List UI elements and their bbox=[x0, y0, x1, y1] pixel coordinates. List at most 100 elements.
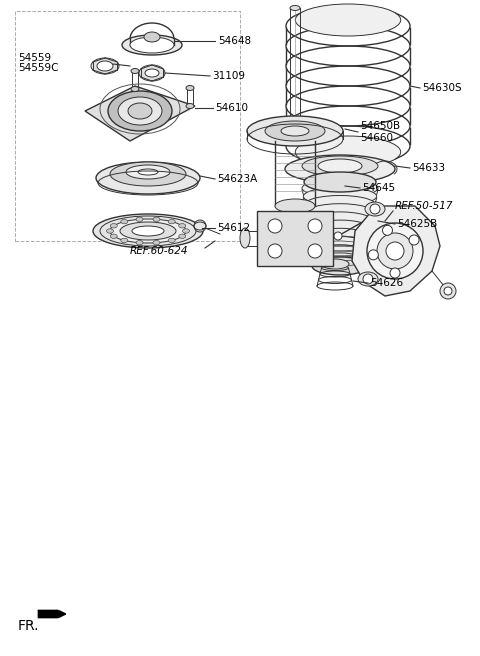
Ellipse shape bbox=[358, 272, 378, 286]
Ellipse shape bbox=[370, 209, 383, 219]
Ellipse shape bbox=[138, 169, 158, 175]
Ellipse shape bbox=[182, 229, 190, 233]
Ellipse shape bbox=[302, 156, 378, 176]
Ellipse shape bbox=[285, 155, 395, 183]
Polygon shape bbox=[352, 206, 440, 296]
Ellipse shape bbox=[310, 228, 370, 246]
Ellipse shape bbox=[107, 229, 113, 233]
Ellipse shape bbox=[186, 104, 194, 108]
Ellipse shape bbox=[305, 195, 375, 213]
Ellipse shape bbox=[130, 37, 174, 53]
Text: 54610: 54610 bbox=[215, 103, 248, 113]
Circle shape bbox=[386, 242, 404, 260]
Ellipse shape bbox=[247, 116, 343, 146]
Ellipse shape bbox=[153, 217, 160, 222]
Ellipse shape bbox=[295, 136, 401, 168]
Ellipse shape bbox=[303, 188, 377, 205]
Circle shape bbox=[367, 223, 423, 279]
Circle shape bbox=[268, 219, 282, 233]
Ellipse shape bbox=[121, 238, 128, 243]
Circle shape bbox=[308, 244, 322, 258]
Text: 54633: 54633 bbox=[412, 163, 445, 173]
Ellipse shape bbox=[153, 241, 160, 245]
Ellipse shape bbox=[144, 32, 160, 42]
Circle shape bbox=[194, 220, 206, 232]
Ellipse shape bbox=[108, 91, 172, 131]
Ellipse shape bbox=[131, 87, 139, 91]
Ellipse shape bbox=[126, 165, 170, 179]
Text: 54559C: 54559C bbox=[18, 63, 59, 73]
Ellipse shape bbox=[97, 61, 113, 71]
Circle shape bbox=[370, 204, 380, 214]
Ellipse shape bbox=[179, 234, 186, 238]
Text: 54559: 54559 bbox=[18, 53, 51, 63]
Ellipse shape bbox=[168, 238, 175, 243]
Ellipse shape bbox=[265, 121, 325, 141]
Ellipse shape bbox=[132, 226, 164, 236]
Circle shape bbox=[308, 219, 322, 233]
Ellipse shape bbox=[145, 69, 159, 77]
Text: REF.60-624: REF.60-624 bbox=[130, 246, 189, 256]
Ellipse shape bbox=[314, 253, 366, 271]
Text: 54626: 54626 bbox=[370, 278, 403, 288]
Text: 54625B: 54625B bbox=[397, 219, 437, 229]
Ellipse shape bbox=[120, 222, 176, 240]
Ellipse shape bbox=[312, 245, 367, 262]
Circle shape bbox=[334, 232, 342, 240]
Ellipse shape bbox=[318, 159, 362, 173]
Circle shape bbox=[440, 283, 456, 299]
Text: 31109: 31109 bbox=[212, 71, 245, 81]
Ellipse shape bbox=[93, 214, 203, 248]
Ellipse shape bbox=[309, 220, 372, 238]
Text: 54650B: 54650B bbox=[360, 121, 400, 131]
Circle shape bbox=[390, 268, 400, 278]
Ellipse shape bbox=[122, 35, 182, 55]
Ellipse shape bbox=[302, 179, 378, 197]
Ellipse shape bbox=[312, 237, 369, 255]
Circle shape bbox=[268, 244, 282, 258]
Ellipse shape bbox=[96, 162, 200, 194]
Ellipse shape bbox=[365, 202, 385, 216]
Circle shape bbox=[383, 225, 393, 236]
Ellipse shape bbox=[312, 257, 368, 275]
Text: 54645: 54645 bbox=[362, 183, 395, 193]
Ellipse shape bbox=[128, 103, 152, 119]
Ellipse shape bbox=[307, 212, 372, 230]
Circle shape bbox=[363, 274, 373, 284]
Ellipse shape bbox=[139, 65, 165, 81]
Ellipse shape bbox=[295, 4, 401, 36]
Ellipse shape bbox=[304, 172, 376, 192]
Polygon shape bbox=[257, 211, 333, 266]
Ellipse shape bbox=[240, 228, 250, 248]
Ellipse shape bbox=[110, 234, 117, 238]
Ellipse shape bbox=[110, 162, 186, 186]
Ellipse shape bbox=[306, 204, 374, 222]
Text: 54623A: 54623A bbox=[217, 174, 257, 184]
Ellipse shape bbox=[179, 224, 186, 228]
Ellipse shape bbox=[168, 219, 175, 224]
Text: FR.: FR. bbox=[18, 619, 39, 633]
Polygon shape bbox=[85, 86, 195, 141]
Ellipse shape bbox=[136, 217, 143, 222]
Text: REF.50-517: REF.50-517 bbox=[395, 201, 454, 211]
Ellipse shape bbox=[91, 58, 119, 74]
Ellipse shape bbox=[110, 224, 117, 228]
Text: 54648: 54648 bbox=[218, 36, 251, 46]
Ellipse shape bbox=[136, 241, 143, 245]
Ellipse shape bbox=[290, 5, 300, 10]
Ellipse shape bbox=[121, 219, 128, 224]
Circle shape bbox=[409, 235, 419, 245]
Ellipse shape bbox=[131, 68, 139, 73]
Ellipse shape bbox=[186, 85, 194, 91]
Polygon shape bbox=[38, 610, 62, 618]
Ellipse shape bbox=[275, 199, 315, 213]
Ellipse shape bbox=[118, 97, 162, 125]
Ellipse shape bbox=[281, 126, 309, 136]
Text: 54612: 54612 bbox=[217, 223, 250, 233]
Text: 54660: 54660 bbox=[360, 133, 393, 143]
Circle shape bbox=[444, 287, 452, 295]
Text: 54630S: 54630S bbox=[422, 83, 462, 93]
Circle shape bbox=[368, 250, 378, 260]
Circle shape bbox=[377, 233, 413, 269]
Ellipse shape bbox=[321, 259, 349, 269]
